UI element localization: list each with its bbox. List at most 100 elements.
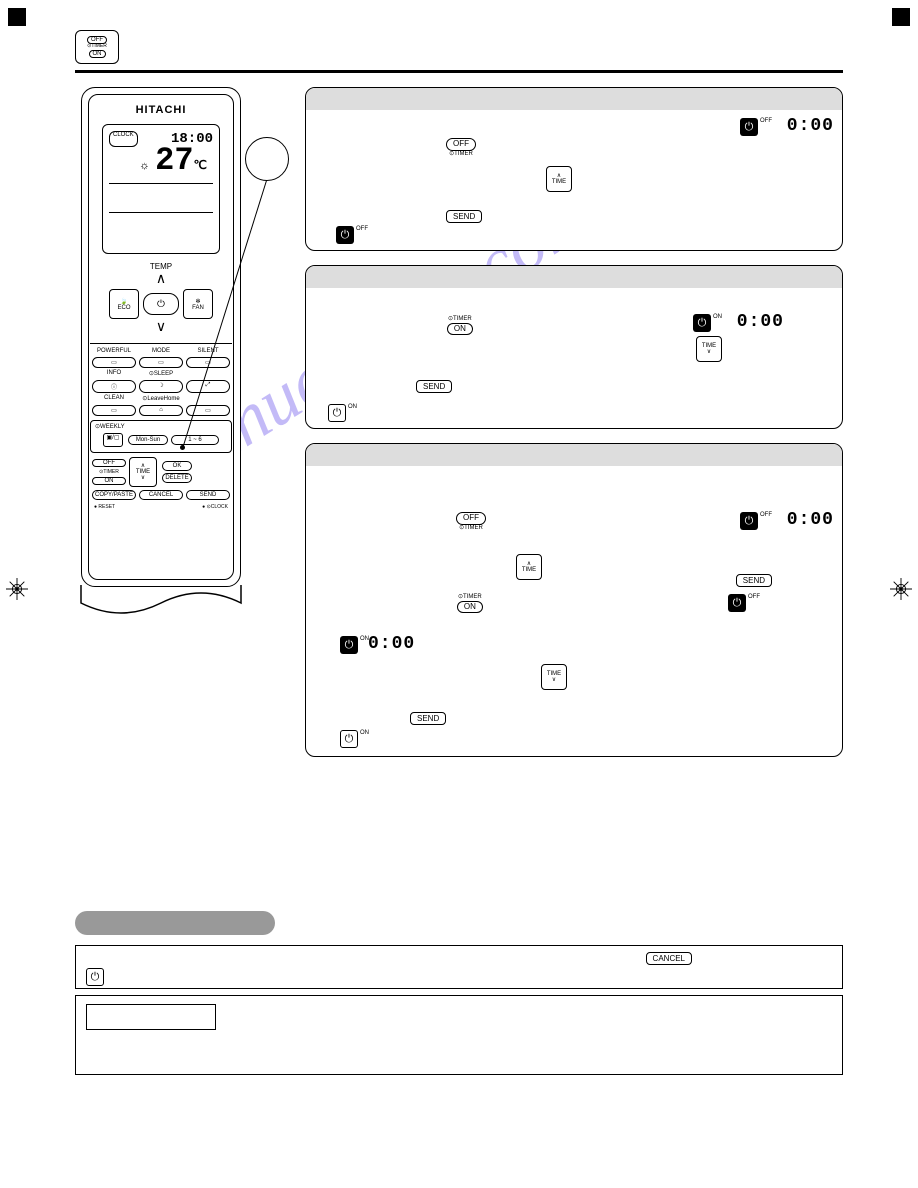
time-button[interactable]: ∧TIME∨ — [129, 457, 157, 487]
callout-dot — [180, 445, 185, 450]
cancel-clock-icon: ⏻ — [86, 968, 104, 986]
registration-mark-right — [890, 578, 912, 600]
p1-off-pill[interactable]: OFF — [446, 138, 476, 151]
header-on-label: ON — [89, 50, 106, 59]
cancel-box-1: CANCEL ⏻ — [75, 945, 843, 989]
cancel-pill[interactable]: CANCEL — [646, 952, 692, 965]
p3-send-button-2[interactable]: SEND — [410, 712, 446, 725]
panel-3-body: OFF ⊙TIMER ⏻OFF 0:00 ∧ TIME SEND ⏻OFF — [306, 466, 842, 756]
cancel-heading-pill — [75, 911, 275, 935]
clock-pill: CLOCK — [109, 131, 138, 147]
panel-2-header — [306, 266, 842, 288]
p3-off-pill[interactable]: OFF — [456, 512, 486, 525]
delete-button[interactable]: DELETE — [162, 473, 192, 483]
cancel-box-2 — [75, 995, 843, 1075]
p1-clock-sup: OFF — [760, 118, 772, 124]
clean-label: CLEAN — [92, 395, 136, 402]
p1-bottom-clock-icon: ⏻ — [336, 226, 354, 244]
p2-arrow-down: ∨ — [707, 349, 711, 355]
p2-send-button[interactable]: SEND — [416, 380, 452, 393]
clean-button[interactable]: ▭ — [92, 405, 136, 416]
p3-timer-label-2: ⊙TIMER — [456, 594, 484, 601]
leavehome-label: ⊙LeaveHome — [139, 395, 183, 402]
eco-label: ECO — [117, 305, 130, 311]
p3-time-label-1: TIME — [522, 567, 536, 573]
clock-btn-label: ● ⊙CLOCK — [202, 504, 228, 510]
cancel-button[interactable]: CANCEL — [139, 490, 183, 500]
mon-sun-button[interactable]: Mon-Sun — [128, 435, 168, 445]
eco-button[interactable]: 🍃ECO — [109, 289, 139, 319]
p3-mid-sup: OFF — [748, 594, 760, 600]
p1-timer-label: ⊙TIMER — [447, 151, 475, 158]
p3-sup-off: OFF — [760, 512, 772, 518]
powerful-label: POWERFUL — [92, 348, 136, 354]
mode-label: MODE — [139, 348, 183, 354]
timer-off-button[interactable]: OFF — [92, 459, 126, 467]
p3-clock-icon-off: ⏻ — [740, 512, 758, 530]
p1-digital: 0:00 — [787, 116, 834, 136]
sleep-label: ⊙SLEEP — [139, 370, 183, 377]
p1-bottom-sup: OFF — [356, 226, 368, 232]
p3-clock-icon-on: ⏻ — [340, 636, 358, 654]
p3-digital-off: 0:00 — [787, 510, 834, 530]
p2-time-down-button[interactable]: TIME ∨ — [696, 336, 722, 362]
p2-clock-sup: ON — [713, 314, 722, 320]
cancel-section: CANCEL ⏻ — [75, 911, 843, 1075]
p2-digital: 0:00 — [737, 312, 784, 332]
timer-off-on-buttons: OFF ⊙TIMER ON — [92, 459, 126, 485]
cancel-inner-box — [86, 1004, 216, 1030]
crop-mark-tl — [8, 8, 26, 26]
panel-off-on-timer: OFF ⊙TIMER ⏻OFF 0:00 ∧ TIME SEND ⏻OFF — [305, 443, 843, 757]
power-button[interactable]: ⏻ — [143, 293, 179, 315]
registration-mark-left — [6, 578, 28, 600]
page: OFF ⊙TIMER ON HITACHI CLOCK 18:00 ☼ 27℃ — [75, 30, 843, 1128]
ok-button[interactable]: OK — [162, 461, 192, 471]
p3-time-down-button[interactable]: TIME ∨ — [541, 664, 567, 690]
brand-label: HITACHI — [82, 104, 240, 116]
content: HITACHI CLOCK 18:00 ☼ 27℃ TEMP ∧ — [75, 87, 843, 867]
p1-clock-icon: ⏻ — [740, 118, 758, 136]
panel-1-body: OFF ⊙TIMER ⏻OFF 0:00 ∧ TIME SEND ⏻OFF — [306, 110, 842, 250]
send-button[interactable]: SEND — [186, 490, 230, 500]
p3-timer-label-1: ⊙TIMER — [457, 525, 485, 532]
p2-clock-icon: ⏻ — [693, 314, 711, 332]
mode-button[interactable]: ▭ — [139, 357, 183, 368]
weekly-icon-button[interactable]: ▣/▢ — [103, 433, 123, 447]
powerful-button[interactable]: ▭ — [92, 357, 136, 368]
panel-3-header — [306, 444, 842, 466]
on-timer-stack: ⊙TIMER ON — [446, 316, 474, 335]
p3-mid-clock-icon: ⏻ — [728, 594, 746, 612]
p3-digital-on: 0:00 — [368, 634, 415, 654]
p3-send-button-1[interactable]: SEND — [736, 574, 772, 587]
p3-time-up-button[interactable]: ∧ TIME — [516, 554, 542, 580]
p2-on-pill[interactable]: ON — [447, 323, 473, 336]
sleep-button[interactable]: ☽ — [139, 380, 183, 393]
p2-bottom-sup: ON — [348, 404, 357, 410]
copypaste-button[interactable]: COPY/PASTE — [92, 490, 136, 500]
timer-on-button[interactable]: ON — [92, 477, 126, 485]
panels: OFF ⊙TIMER ⏻OFF 0:00 ∧ TIME SEND ⏻OFF — [305, 87, 843, 771]
callout-leader — [183, 157, 293, 447]
p3-arrow-down: ∨ — [552, 677, 556, 683]
p3-bottom-clock-icon: ⏻ — [340, 730, 358, 748]
off-timer-stack: OFF ⊙TIMER — [446, 138, 476, 157]
header-rule — [75, 70, 843, 73]
panel-2-body: ⊙TIMER ON ⏻ON 0:00 TIME ∨ SEND ⏻ON — [306, 288, 842, 428]
p1-time-up-button[interactable]: ∧ TIME — [546, 166, 572, 192]
callout — [245, 137, 289, 181]
p3-on-stack: ⊙TIMER ON — [456, 594, 484, 613]
p1-send-button[interactable]: SEND — [446, 210, 482, 223]
panel-on-timer: ⊙TIMER ON ⏻ON 0:00 TIME ∨ SEND ⏻ON — [305, 265, 843, 429]
leavehome-button[interactable]: ⌂ — [139, 405, 183, 416]
panel-off-timer: OFF ⊙TIMER ⏻OFF 0:00 ∧ TIME SEND ⏻OFF — [305, 87, 843, 251]
remote-bottom-wave — [75, 585, 247, 625]
header-timer-label: ⊙TIMER — [87, 44, 107, 50]
p2-timer-label: ⊙TIMER — [446, 316, 474, 323]
p2-bottom-clock-icon: ⏻ — [328, 404, 346, 422]
header-timer-icon: OFF ⊙TIMER ON — [75, 30, 119, 64]
panel-1-header — [306, 88, 842, 110]
reset-label: ● RESET — [94, 504, 115, 510]
p1-time-label: TIME — [552, 179, 566, 185]
info-button[interactable]: ⓘ — [92, 380, 136, 393]
p3-on-pill[interactable]: ON — [457, 601, 483, 614]
